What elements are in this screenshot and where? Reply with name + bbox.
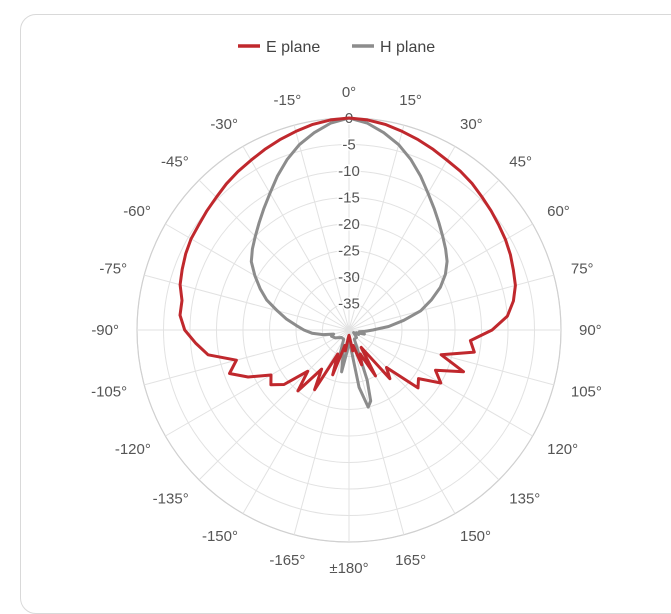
angle-tick-label: -90° — [91, 322, 119, 339]
grid-spoke — [144, 329, 350, 386]
angle-tick-label: 45° — [509, 154, 532, 171]
legend-item-label[interactable]: H plane — [380, 39, 435, 56]
radial-tick-label: -20 — [338, 216, 360, 233]
grid-spoke — [144, 274, 350, 331]
radial-tick-label: -10 — [338, 163, 360, 180]
grid-spoke — [198, 329, 350, 481]
radial-tick-label: -5 — [342, 137, 355, 154]
grid-spoke — [348, 146, 456, 331]
grid-spoke — [348, 329, 405, 535]
angle-tick-label: ±180° — [329, 560, 368, 577]
grid-spoke — [348, 329, 554, 386]
grid-spoke — [293, 329, 350, 535]
grid-spoke — [348, 329, 500, 481]
angle-tick-label: -165° — [269, 552, 305, 569]
angle-tick-label: -150° — [202, 528, 238, 545]
angle-tick-label: -30° — [210, 116, 238, 133]
grid-spoke — [242, 329, 350, 514]
grid-spoke — [242, 146, 350, 331]
angular-tick-labels: 0° 15° 30° 45° 60° 75° 90° 105° 120° 135° 150° 165°… — [91, 84, 602, 577]
grid-spoke — [198, 179, 350, 331]
angle-tick-label: -120° — [115, 441, 151, 458]
radial-tick-label: -25 — [338, 243, 360, 260]
angle-tick-label: -45° — [161, 154, 189, 171]
angle-tick-label: 15° — [399, 92, 422, 109]
polar-grid — [136, 117, 562, 543]
grid-spoke — [348, 179, 500, 331]
radial-tick-label: -35 — [338, 296, 360, 313]
angle-tick-label: 135° — [509, 490, 540, 507]
grid-spoke — [165, 329, 350, 437]
angle-tick-label: 0° — [342, 84, 356, 101]
radial-tick-labels: 0-5-10-15-20-25-30-35 — [337, 109, 362, 315]
grid-spoke — [293, 125, 350, 331]
angle-tick-label: -135° — [153, 490, 189, 507]
radial-tick-label: -15 — [338, 190, 360, 207]
series-line-e-plane — [178, 116, 517, 393]
angle-tick-label: -105° — [91, 384, 127, 401]
radial-tick-label: -30 — [338, 269, 360, 286]
grid-spoke — [165, 223, 350, 331]
series-layer — [178, 116, 517, 409]
angle-tick-label: 120° — [547, 441, 578, 458]
grid-spoke — [348, 125, 405, 331]
angle-tick-label: -15° — [274, 92, 302, 109]
angle-tick-label: 75° — [571, 260, 594, 277]
angle-tick-label: -60° — [123, 203, 151, 220]
chart-legend[interactable]: E plane H plane — [238, 39, 435, 56]
chart-card — [20, 14, 671, 614]
angle-tick-label: 90° — [579, 322, 602, 339]
legend-item-label[interactable]: E plane — [266, 39, 320, 56]
angle-tick-label: 60° — [547, 203, 570, 220]
angle-tick-label: 150° — [460, 528, 491, 545]
angle-tick-label: -75° — [99, 260, 127, 277]
grid-spoke — [348, 274, 554, 331]
angle-tick-label: 30° — [460, 116, 483, 133]
grid-spoke — [348, 223, 533, 331]
angle-tick-label: 165° — [395, 552, 426, 569]
polar-chart: 0-5-10-15-20-25-30-35 0° 15°30°45°60°75°9… — [91, 39, 602, 577]
angle-tick-label: 105° — [571, 384, 602, 401]
